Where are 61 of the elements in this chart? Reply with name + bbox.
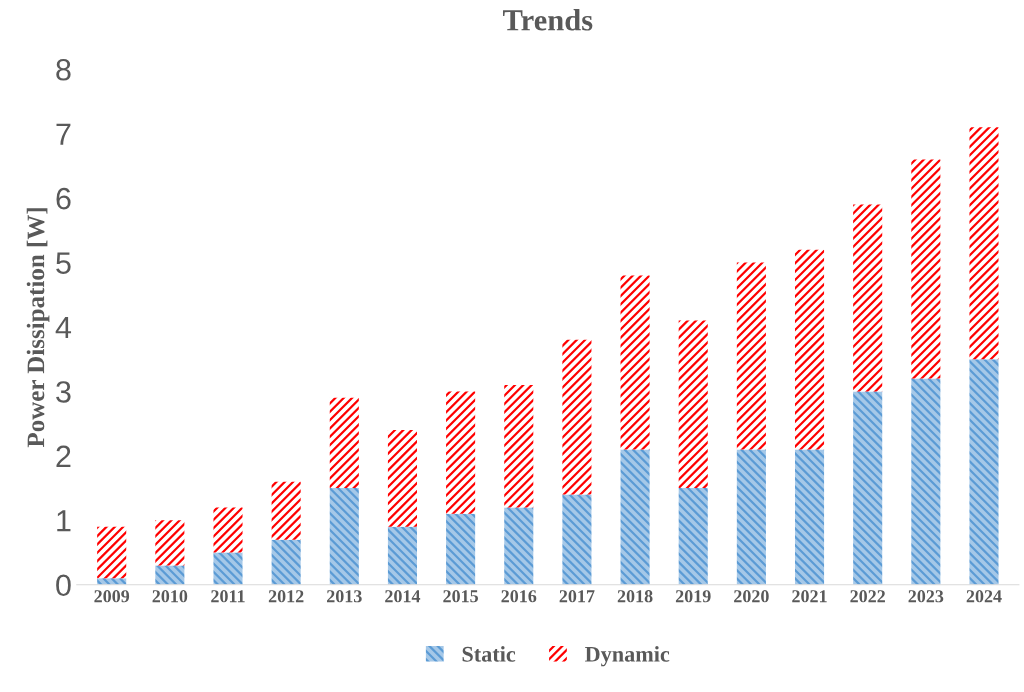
x-tick-label: 2016 [501,590,537,603]
bar [562,494,592,585]
y-tick-label: 3 [56,381,71,403]
y-tick-label: 1 [57,510,71,532]
bar [620,275,650,450]
bar [446,391,476,514]
x-tick-label: 2017 [559,590,595,603]
bar [504,384,534,508]
y-axis-title: Power Dissipation [W] [26,208,50,448]
legend-label: Static [462,646,516,662]
x-tick-label: 2012 [268,590,304,603]
bar [969,127,999,360]
x-tick-label: 2018 [617,590,653,603]
x-tick-label: 2013 [327,590,362,603]
bar [794,449,825,585]
x-tick-label: 2022 [850,590,885,603]
bar [620,449,650,585]
bar [271,539,301,585]
bar [446,513,476,585]
bar [329,397,359,489]
y-tick-label: 4 [55,317,72,339]
bar [97,526,127,579]
y-tick-label: 8 [56,58,71,81]
chart-title: Trends [503,9,593,31]
y-tick-label: 0 [56,574,71,597]
bar [155,565,185,585]
bar [736,262,766,450]
bar [213,507,243,553]
bar [678,320,708,489]
bar [736,449,766,585]
bar [911,159,941,379]
x-tick-label: 2024 [966,590,1002,603]
bar [504,507,534,585]
y-tick-label: 5 [56,252,71,274]
bar [387,526,417,585]
bar [562,339,592,495]
x-tick-label: 2014 [385,590,421,603]
bar [387,430,417,527]
bar [329,488,359,585]
legend-label: Dynamic [585,646,670,667]
x-tick-label: 2015 [443,590,479,603]
bar [213,552,243,585]
x-tick-label: 2020 [734,590,769,603]
bar [271,481,301,540]
y-tick-label: 2 [56,445,71,467]
x-tick-label: 2011 [211,590,245,603]
bar [155,520,185,566]
bar [853,204,883,392]
bar [678,488,708,585]
bar [969,359,999,585]
y-tick-label: 6 [56,187,71,210]
bar [853,391,883,585]
bar [97,578,127,585]
x-tick-label: 2009 [94,590,130,603]
bar [794,249,825,450]
x-tick-label: 2010 [152,590,188,603]
y-tick-label: 7 [56,123,71,145]
x-tick-label: 2021 [792,590,827,603]
x-tick-label: 2019 [675,590,711,603]
x-tick-label: 2023 [908,590,944,603]
bar [911,378,941,585]
